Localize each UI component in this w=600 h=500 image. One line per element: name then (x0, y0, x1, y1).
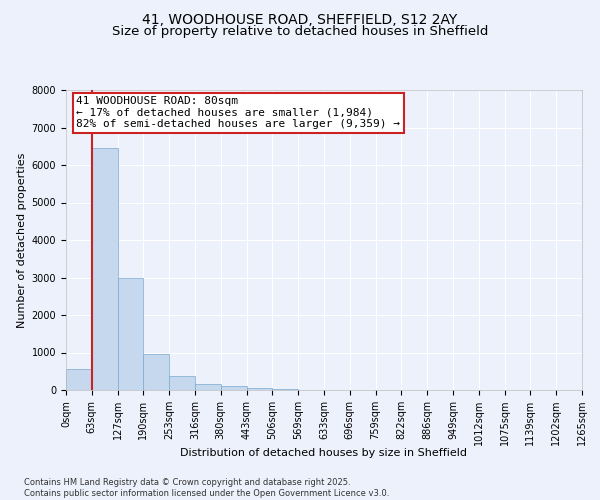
Bar (92, 148, 118, 390)
Bar (143, 354, 169, 390)
Bar (66, 368, 92, 390)
Text: 41, WOODHOUSE ROAD, SHEFFIELD, S12 2AY: 41, WOODHOUSE ROAD, SHEFFIELD, S12 2AY (142, 12, 458, 26)
X-axis label: Distribution of detached houses by size in Sheffield: Distribution of detached houses by size … (181, 448, 467, 458)
Y-axis label: Number of detached properties: Number of detached properties (17, 152, 28, 328)
Text: 41 WOODHOUSE ROAD: 80sqm
← 17% of detached houses are smaller (1,984)
82% of sem: 41 WOODHOUSE ROAD: 80sqm ← 17% of detach… (76, 96, 400, 129)
Bar (195, 384, 221, 390)
Text: Size of property relative to detached houses in Sheffield: Size of property relative to detached ho… (112, 25, 488, 38)
Text: Contains HM Land Registry data © Crown copyright and database right 2025.
Contai: Contains HM Land Registry data © Crown c… (24, 478, 389, 498)
Bar (247, 388, 272, 390)
Bar (221, 386, 247, 390)
Bar (118, 278, 143, 390)
Bar (169, 376, 195, 390)
